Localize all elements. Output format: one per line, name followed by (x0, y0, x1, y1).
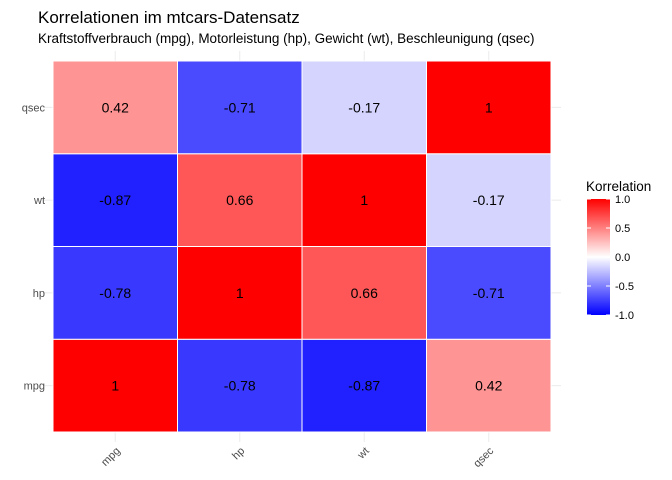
y-tick-label: wt (33, 195, 45, 207)
chart-title: Korrelationen im mtcars-Datensatz (38, 8, 300, 27)
cell-value-label: 0.66 (226, 192, 253, 208)
y-tick-label: qsec (22, 102, 46, 114)
cell-value-label: -0.17 (473, 192, 505, 208)
cell-value-label: 1 (360, 192, 368, 208)
cell-value-label: -0.78 (224, 378, 256, 394)
heatmap-cell-qsec-wt (301, 60, 427, 155)
cell-value-label: 0.66 (351, 285, 378, 301)
heatmap-cell-mpg-hp (177, 338, 303, 433)
cell-value-label: -0.87 (99, 192, 131, 208)
x-tick-label: mpg (99, 445, 123, 469)
cell-value-label: 0.42 (475, 378, 502, 394)
chart-subtitle: Kraftstoffverbrauch (mpg), Motorleistung… (38, 31, 534, 46)
cell-value-label: -0.71 (224, 99, 256, 115)
x-tick-label: qsec (471, 445, 496, 470)
legend-colorbar (587, 199, 610, 315)
y-tick-label: hp (33, 288, 45, 300)
legend-ticks: 1.0 0.5 0.0 -0.5 -1.0 (587, 194, 634, 322)
heatmap-cell-qsec-qsec (426, 60, 552, 155)
x-axis: mpg hp wt qsec (99, 445, 496, 470)
cell-value-label: -0.71 (473, 285, 505, 301)
legend-tick-label: 0.5 (615, 223, 630, 235)
heatmap-cell-hp-hp (177, 246, 303, 340)
y-axis: mpg hp wt qsec (22, 102, 46, 392)
heatmap-cell-qsec-mpg (52, 60, 178, 155)
heatmap-cell-hp-qsec (426, 246, 552, 340)
heatmap-cell-wt-qsec (426, 153, 552, 247)
cell-value-label: 1 (111, 378, 119, 394)
cell-value-label: -0.78 (99, 285, 131, 301)
x-tick-label: hp (230, 445, 247, 462)
heatmap-cell-qsec-hp (177, 60, 303, 155)
y-tick-label: mpg (24, 381, 45, 393)
legend-tick-label: -1.0 (615, 310, 634, 322)
heatmap-cell-wt-mpg (52, 153, 178, 247)
legend-title: Korrelation (586, 179, 651, 194)
legend: Korrelation 1.0 0.5 0.0 -0.5 -1.0 (586, 179, 651, 322)
heatmap-cell-wt-wt (301, 153, 427, 247)
heatmap-cell-mpg-qsec (426, 338, 552, 433)
heatmap-cells (52, 60, 552, 433)
cell-value-label: 0.42 (102, 99, 129, 115)
cell-value-label: -0.87 (348, 378, 380, 394)
cell-labels: 1 -0.78 -0.87 0.42 -0.78 1 0.66 -0.71 -0.87 0.66 1… (99, 99, 505, 393)
cell-value-label: 1 (485, 99, 493, 115)
heatmap-cell-mpg-wt (301, 338, 427, 433)
heatmap-cell-mpg-mpg (52, 338, 178, 433)
legend-tick-label: 0.0 (615, 252, 630, 264)
legend-tick-label: -0.5 (615, 281, 634, 293)
cell-value-label: -0.17 (348, 99, 380, 115)
legend-tick-label: 1.0 (615, 194, 630, 206)
cell-value-label: 1 (236, 285, 244, 301)
x-tick-label: wt (355, 445, 372, 462)
